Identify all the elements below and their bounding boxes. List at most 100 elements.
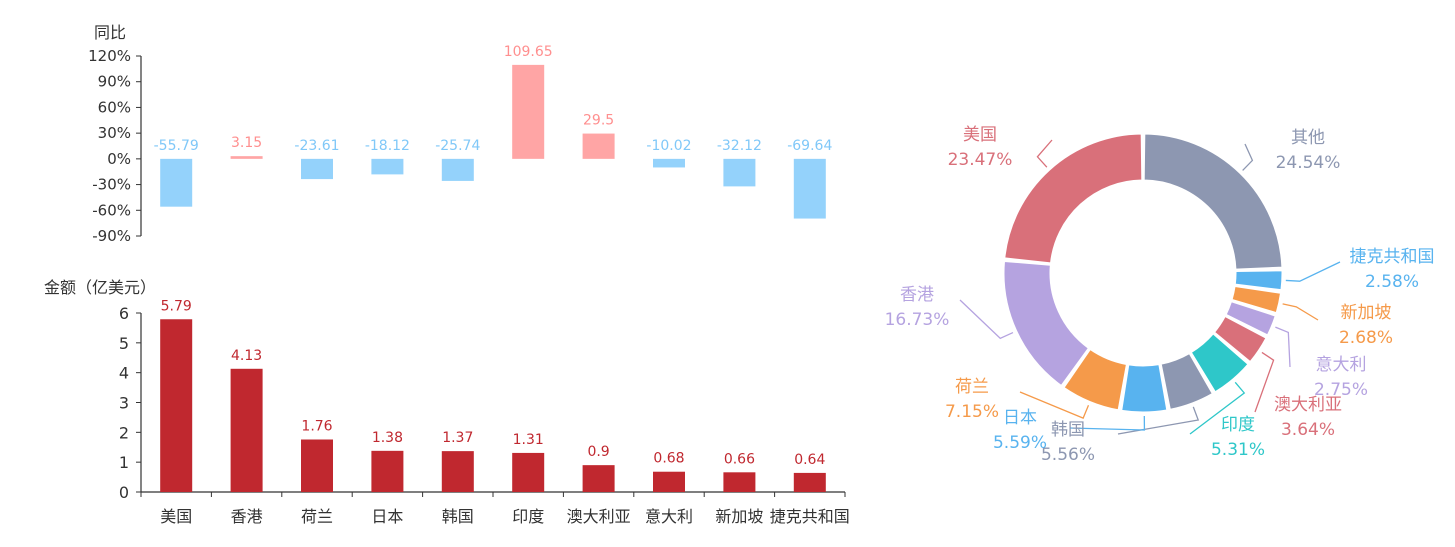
donut-leader-line — [1069, 415, 1146, 431]
donut-leader-line — [1275, 326, 1291, 368]
donut-label-pct: 5.59% — [993, 433, 1047, 453]
yoy-bar — [371, 158, 404, 175]
yoy-y-tick-label: 90% — [98, 73, 131, 91]
donut-slices — [1003, 133, 1283, 413]
yoy-bar — [230, 156, 263, 159]
amount-x-tick-label: 日本 — [371, 507, 403, 526]
amount-y-tick-label: 3 — [119, 394, 129, 413]
amount-bars — [160, 319, 826, 492]
donut-slice — [1214, 315, 1267, 363]
yoy-bars — [160, 64, 826, 219]
donut-label-pct: 2.58% — [1365, 272, 1419, 292]
donut-label-name: 新加坡 — [1341, 303, 1392, 323]
amount-data-label: 0.68 — [653, 451, 684, 467]
amount-x-tick-label: 荷兰 — [301, 507, 333, 526]
amount-y-tick-label: 0 — [119, 483, 129, 502]
donut-leader-line — [1019, 391, 1090, 419]
donut-leader-line — [1189, 381, 1246, 435]
donut-label-name: 韩国 — [1051, 420, 1085, 440]
yoy-axis-title: 同比 — [94, 23, 126, 42]
donut-label-pct: 24.54% — [1276, 153, 1341, 173]
donut-slice — [1004, 133, 1143, 264]
donut-slice — [1225, 301, 1276, 336]
amount-bar — [441, 451, 474, 492]
amount-bar — [301, 439, 333, 492]
amount-bar — [230, 368, 263, 492]
share-donut-chart: 其他 24.54% 捷克共和国 2.58% 新加坡 2.68% 意大利 2.75%澳大利亚 3.… — [885, 125, 1435, 465]
amount-x-ticks: 美国 香港 荷兰 日本 韩国 印度 澳大利亚 意大利 新加坡 捷克共和国 — [140, 492, 850, 526]
yoy-data-label: -25.74 — [435, 138, 480, 154]
donut-label-pct: 7.15% — [945, 402, 999, 422]
donut-leader-lines — [959, 139, 1341, 435]
donut-slice — [1003, 260, 1089, 387]
yoy-bar — [793, 158, 826, 219]
donut-leader-line — [1036, 139, 1053, 168]
amount-x-tick-label: 捷克共和国 — [770, 507, 850, 526]
donut-label-name: 香港 — [900, 285, 934, 305]
yoy-data-label: -10.02 — [646, 138, 691, 154]
donut-label-pct: 2.75% — [1314, 380, 1368, 400]
amount-bar — [723, 472, 756, 492]
amount-data-label: 0.64 — [794, 452, 825, 468]
amount-data-labels: 5.79 4.13 1.76 1.38 1.37 1.31 0.9 0.68 0.66 0.64 — [161, 298, 826, 468]
donut-leader-line — [1254, 351, 1275, 413]
yoy-data-label: 3.15 — [231, 135, 262, 151]
yoy-bar — [723, 158, 756, 187]
amount-data-label: 1.31 — [513, 432, 544, 448]
donut-leader-line — [959, 299, 1014, 340]
yoy-data-label: -69.64 — [787, 138, 832, 154]
donut-label-name: 美国 — [963, 125, 997, 145]
yoy-bar-chart: 同比 120% 90% 60% 30% 0% -30% -60% -90% -55.79 3.1… — [88, 23, 832, 245]
donut-slice — [1234, 270, 1283, 291]
amount-bar-chart: 金额（亿美元） 6 5 4 3 2 1 0 美国 香港 荷兰 日本 韩国 印度 澳大利亚 意大利 新加坡 捷克… — [44, 278, 850, 526]
amount-data-label: 0.9 — [587, 444, 609, 460]
donut-slice — [1231, 285, 1282, 314]
yoy-y-tick-label: -60% — [92, 201, 131, 219]
donut-slice — [1121, 364, 1168, 413]
amount-bar — [653, 471, 685, 492]
donut-label-pct: 23.47% — [948, 150, 1013, 170]
donut-slice — [1143, 133, 1283, 270]
yoy-data-label: -18.12 — [365, 138, 410, 154]
amount-x-tick-label: 新加坡 — [715, 507, 763, 526]
donut-slice — [1160, 352, 1213, 410]
donut-label-name: 捷克共和国 — [1350, 247, 1435, 267]
donut-leader-line — [1242, 143, 1254, 171]
amount-y-tick-label: 1 — [119, 453, 129, 472]
yoy-y-tick-label: -90% — [92, 227, 131, 245]
donut-slice — [1063, 348, 1127, 411]
donut-label-pct: 3.64% — [1281, 420, 1335, 440]
amount-x-tick-label: 香港 — [231, 507, 263, 526]
yoy-bar — [582, 133, 615, 159]
donut-label-name: 日本 — [1003, 408, 1037, 428]
yoy-y-ticks: 120% 90% 60% 30% 0% -30% -60% -90% — [88, 47, 141, 245]
amount-x-tick-label: 印度 — [512, 507, 544, 526]
yoy-data-label: -23.61 — [294, 138, 339, 154]
yoy-y-tick-label: 30% — [98, 124, 131, 142]
yoy-y-tick-label: -30% — [92, 176, 131, 194]
yoy-data-label: 109.65 — [504, 44, 553, 60]
amount-data-label: 0.66 — [724, 451, 755, 467]
yoy-data-labels: -55.79 3.15 -23.61 -18.12 -25.74 109.65 29.5 -1… — [154, 44, 833, 154]
donut-leader-line — [1282, 303, 1319, 321]
yoy-y-tick-label: 120% — [88, 47, 131, 65]
yoy-y-tick-label: 0% — [107, 150, 131, 168]
donut-label-name: 其他 — [1291, 128, 1325, 148]
amount-x-tick-label: 澳大利亚 — [567, 507, 631, 526]
amount-y-tick-label: 2 — [119, 423, 129, 442]
yoy-bar — [441, 158, 474, 181]
amount-x-tick-label: 意大利 — [645, 507, 693, 526]
amount-data-label: 1.38 — [372, 430, 403, 446]
yoy-bar — [653, 158, 685, 168]
yoy-bar — [301, 158, 333, 180]
amount-x-tick-label: 美国 — [160, 507, 192, 526]
yoy-data-label: -32.12 — [717, 138, 762, 154]
donut-label-name: 印度 — [1221, 415, 1255, 435]
donut-labels: 其他 24.54% 捷克共和国 2.58% 新加坡 2.68% 意大利 2.75%澳大利亚 3.… — [885, 125, 1435, 465]
donut-slice — [1190, 333, 1249, 393]
amount-bar — [512, 452, 545, 492]
amount-bar — [582, 465, 615, 492]
amount-y-ticks: 6 5 4 3 2 1 0 — [119, 304, 141, 502]
donut-label-pct: 5.31% — [1211, 440, 1265, 460]
